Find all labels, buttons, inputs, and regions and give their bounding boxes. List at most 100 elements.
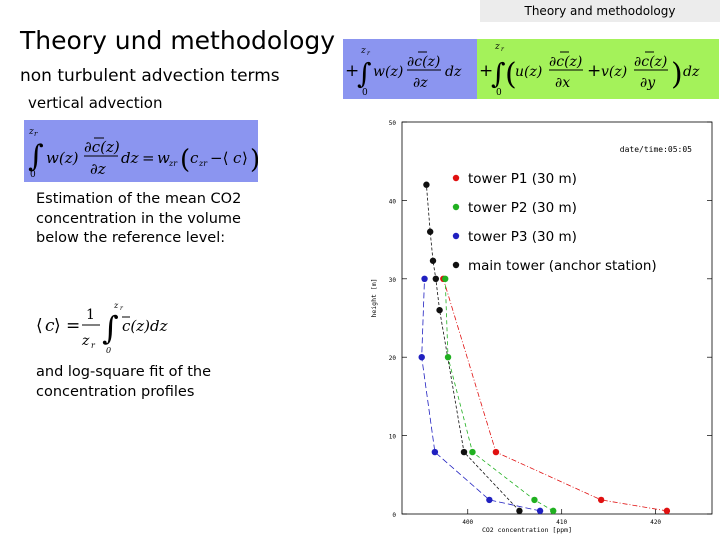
formula-background <box>477 39 719 99</box>
svg-text:(: ( <box>505 57 517 92</box>
svg-text:v(z): v(z) <box>601 64 627 80</box>
svg-text:⟩: ⟩ <box>242 149 248 167</box>
svg-text:r: r <box>91 341 96 350</box>
svg-text:0: 0 <box>30 170 36 180</box>
svg-text:0: 0 <box>362 88 368 98</box>
svg-text:w: w <box>157 149 170 167</box>
formula-background <box>343 39 477 99</box>
formula-background <box>24 120 258 182</box>
slide-subtitle: non turbulent advection terms <box>20 66 280 86</box>
data-point-3 <box>516 507 523 515</box>
svg-text:+: + <box>479 61 493 81</box>
svg-text:∫: ∫ <box>491 57 506 90</box>
x-tick-label: 410 <box>556 519 567 526</box>
data-point-3 <box>432 275 440 282</box>
svg-text:zr: zr <box>198 159 208 168</box>
svg-text:r: r <box>501 46 505 53</box>
chart-annotation: date/time:05:05 <box>620 145 692 154</box>
data-point-3 <box>423 181 430 188</box>
svg-text:r: r <box>34 130 38 138</box>
svg-text:r: r <box>120 305 124 312</box>
legend-marker-3 <box>452 261 460 269</box>
y-tick-label: 50 <box>389 120 397 127</box>
svg-text:): ) <box>250 145 258 175</box>
svg-text:1: 1 <box>86 307 95 323</box>
data-point-1 <box>469 448 476 456</box>
log-square-fit-text: and log-square fit of the concentration … <box>36 364 212 400</box>
svg-text:∂c(z): ∂c(z) <box>634 54 667 70</box>
svg-text:∂c(z): ∂c(z) <box>407 54 440 70</box>
svg-text:(: ( <box>180 145 190 175</box>
svg-text:∫: ∫ <box>357 57 372 90</box>
data-point-2 <box>536 507 544 515</box>
data-point-2 <box>431 448 439 456</box>
data-point-3 <box>460 448 468 456</box>
svg-text:z: z <box>113 301 119 310</box>
legend-marker-0 <box>452 174 460 182</box>
x-tick-label: 420 <box>650 519 661 526</box>
mean-concentration-text: Estimation of the mean CO2 concentration… <box>36 191 242 246</box>
data-point-1 <box>550 507 557 515</box>
svg-text:dz: dz <box>683 64 700 80</box>
svg-text:c: c <box>190 149 199 167</box>
y-axis-label: height [m] <box>370 278 378 317</box>
data-point-1 <box>531 496 538 504</box>
data-point-2 <box>486 496 493 504</box>
series-fit-line-1 <box>444 278 554 512</box>
legend-label-1: tower P2 (30 m) <box>468 200 577 216</box>
header-tab: Theory and methodology <box>480 0 720 22</box>
data-point-0 <box>663 507 671 515</box>
y-tick-label: 20 <box>389 355 397 362</box>
y-tick-label: 10 <box>389 434 397 441</box>
series-fit-line-0 <box>442 278 667 512</box>
svg-text:+: + <box>345 61 359 81</box>
svg-text:dz: dz <box>121 149 139 167</box>
data-point-3 <box>426 228 434 235</box>
svg-text:z: z <box>494 42 500 52</box>
data-point-1 <box>444 354 452 361</box>
data-point-3 <box>429 257 437 264</box>
data-point-2 <box>421 275 428 282</box>
data-point-0 <box>492 448 500 456</box>
data-point-1 <box>442 275 449 282</box>
x-tick-label: 400 <box>462 519 473 526</box>
data-point-2 <box>418 354 425 361</box>
legend-label-3: main tower (anchor station) <box>468 258 657 274</box>
svg-text:−⟨: −⟨ <box>210 149 228 167</box>
svg-text:0: 0 <box>496 88 502 98</box>
y-tick-label: 30 <box>389 277 397 284</box>
svg-text:r: r <box>367 50 371 57</box>
svg-text:⟩: ⟩ <box>54 316 61 336</box>
svg-text:w(z): w(z) <box>373 64 403 80</box>
svg-text:∂z: ∂z <box>90 160 106 178</box>
svg-text:=: = <box>66 316 80 336</box>
data-point-0 <box>597 496 605 504</box>
plot-frame <box>401 121 713 515</box>
svg-text:z: z <box>81 333 90 349</box>
svg-text:dz: dz <box>445 64 462 80</box>
svg-text:+: + <box>587 61 601 81</box>
section-label: vertical advection <box>28 94 163 112</box>
series-fit-line-2 <box>421 278 541 512</box>
legend-marker-2 <box>452 232 460 240</box>
svg-text:=: = <box>142 149 155 167</box>
svg-text:c: c <box>45 316 55 336</box>
y-tick-label: 40 <box>389 198 397 205</box>
svg-text:0: 0 <box>106 346 111 355</box>
x-axis-label: CO2 concentration [ppm] <box>482 526 572 534</box>
svg-text:zr: zr <box>168 159 178 168</box>
svg-text:∂z: ∂z <box>413 75 428 91</box>
svg-text:c: c <box>233 149 242 167</box>
svg-text:∂x: ∂x <box>555 75 570 91</box>
svg-text:∂c(z): ∂c(z) <box>84 138 120 156</box>
svg-text:w(z): w(z) <box>46 149 79 167</box>
co2-profile-svg: 0 10 20 30 40 50 400 410 420 CO2 concentration [p… <box>370 120 713 534</box>
svg-text:): ) <box>671 57 683 92</box>
svg-text:∫: ∫ <box>102 309 119 347</box>
co2-profile-chart: 0 10 20 30 40 50 400 410 420 CO2 concentration [p… <box>362 118 718 540</box>
y-tick-label: 0 <box>392 512 396 519</box>
svg-text:⟨: ⟨ <box>36 316 43 336</box>
